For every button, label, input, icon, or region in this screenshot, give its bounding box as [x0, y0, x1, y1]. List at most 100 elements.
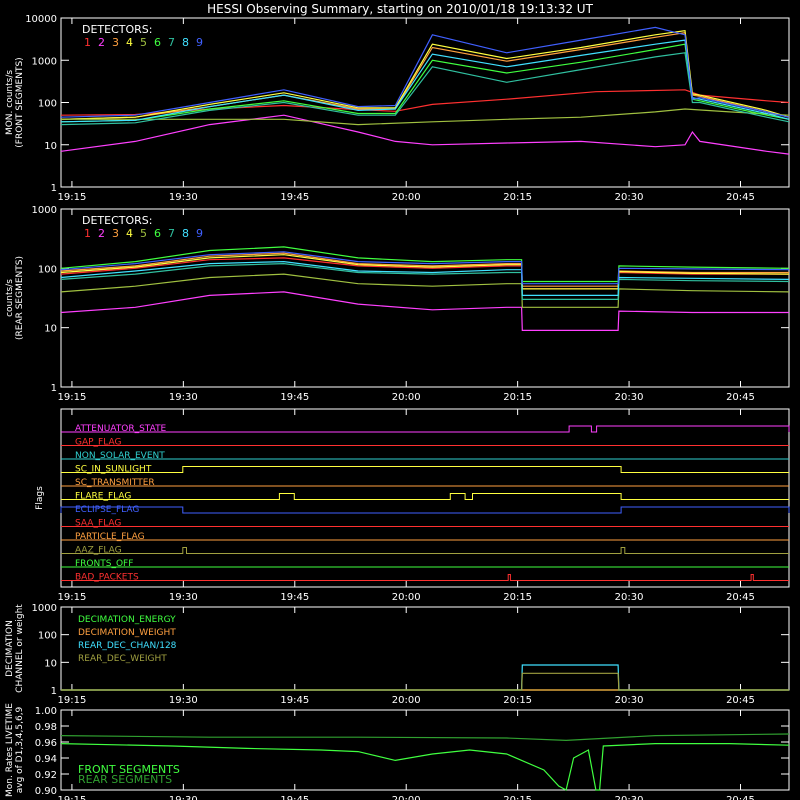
y-axis-label: counts/s — [5, 279, 15, 317]
flag-label-saa-flag: SAA_FLAG — [75, 519, 121, 529]
x-tick-label: 20:30 — [615, 695, 644, 706]
x-tick-label: 20:45 — [726, 795, 755, 800]
y-tick-label: 0.98 — [35, 722, 57, 733]
x-tick-label: 19:30 — [169, 795, 198, 800]
flag-line-eclipse-flag — [60, 506, 790, 514]
series-line-rear-dec-weight — [61, 672, 789, 691]
y-axis-label: MON. counts/s — [5, 70, 15, 135]
y-tick-label: 100 — [38, 264, 57, 275]
x-tick-label: 19:30 — [169, 392, 198, 403]
legend-entry-decimation-weight: DECIMATION_WEIGHT — [78, 628, 176, 638]
flag-label-gap-flag: GAP_FLAG — [75, 438, 121, 448]
x-tick-label: 20:00 — [392, 192, 421, 203]
flag-line-flare-flag — [61, 493, 789, 500]
y-tick-label: 1 — [51, 183, 57, 194]
x-tick-label: 19:45 — [280, 795, 309, 800]
x-tick-label: 20:30 — [615, 392, 644, 403]
legend-title: DETECTORS: — [82, 23, 152, 36]
legend-entry-1: 1 — [84, 227, 91, 240]
panel-2: 19:15 19:30 19:45 20:00 20:15 20:30 20:45 1 10 10… — [5, 205, 790, 403]
series-line-5 — [61, 108, 790, 126]
panel-frame — [60, 208, 790, 388]
x-tick-label: 20:00 — [392, 795, 421, 800]
y-tick-label: 100 — [38, 99, 57, 110]
x-tick-label: 19:30 — [169, 192, 198, 203]
y-axis-label: avg of D1,3,4,5,6,9 — [15, 706, 25, 793]
flag-line-sc-in-sunlight — [61, 466, 789, 473]
panel-1: 19:15 19:30 19:45 20:00 20:15 20:30 20:45 1 10 10… — [5, 14, 790, 203]
x-tick-label: 19:45 — [280, 192, 309, 203]
legend-entry-8: 8 — [182, 36, 189, 49]
x-tick-label: 19:45 — [280, 592, 309, 603]
legend-entry-5: 5 — [140, 227, 147, 240]
legend-entry-3: 3 — [112, 36, 119, 49]
flag-label-eclipse-flag: ECLIPSE_FLAG — [75, 505, 139, 515]
y-axis-label: Flags — [35, 486, 45, 510]
x-tick-label: 19:30 — [169, 695, 198, 706]
legend-entry-5: 5 — [140, 36, 147, 49]
x-tick-label: 19:15 — [58, 592, 87, 603]
x-tick-label: 19:15 — [58, 192, 87, 203]
panel-4: 19:15 19:30 19:45 20:00 20:15 20:30 20:45 1 10 10… — [5, 603, 790, 706]
y-tick-label: 100 — [38, 631, 57, 642]
y-tick-label: 1000 — [32, 56, 57, 67]
legend-title: DETECTORS: — [82, 214, 152, 227]
flag-label-aaz-flag: AAZ_FLAG — [75, 546, 122, 556]
y-tick-label: 1 — [51, 383, 57, 394]
legend-entry-1: 1 — [84, 36, 91, 49]
x-tick-label: 20:30 — [615, 192, 644, 203]
y-tick-label: 0.94 — [35, 754, 57, 765]
legend-entry-2: 2 — [98, 36, 105, 49]
x-tick-label: 20:45 — [726, 592, 755, 603]
x-tick-label: 19:45 — [280, 392, 309, 403]
x-tick-label: 20:15 — [503, 192, 532, 203]
y-tick-label: 10000 — [25, 14, 57, 25]
y-tick-label: 0.96 — [35, 738, 57, 749]
plots-container: 19:15 19:30 19:45 20:00 20:15 20:30 20:4511010… — [5, 14, 790, 800]
y-tick-label: 1000 — [32, 603, 57, 614]
x-tick-label: 20:15 — [503, 392, 532, 403]
panel-5: 19:15 19:30 19:45 20:00 20:15 20:30 20:45 0.90 0… — [5, 703, 790, 800]
y-tick-label: 0.90 — [35, 786, 57, 797]
legend-entry-7: 7 — [168, 227, 175, 240]
x-tick-label: 20:15 — [503, 592, 532, 603]
x-tick-label: 20:15 — [503, 695, 532, 706]
legend-entry-6: 6 — [154, 36, 161, 49]
legend-entry-decimation-energy: DECIMATION_ENERGY — [78, 615, 176, 625]
x-tick-label: 19:15 — [58, 795, 87, 800]
y-tick-label: 1.00 — [35, 706, 57, 717]
y-tick-label: 10 — [44, 141, 57, 152]
series-line-front-segments — [60, 742, 790, 791]
legend-entry-2: 2 — [98, 227, 105, 240]
flag-label-non-solar-event: NON_SOLAR_EVENT — [75, 451, 165, 461]
legend-entry-7: 7 — [168, 36, 175, 49]
legend-entry-9: 9 — [196, 227, 203, 240]
x-tick-label: 20:30 — [615, 592, 644, 603]
x-tick-label: 20:45 — [726, 192, 755, 203]
series-line-4 — [60, 30, 790, 120]
legend-entry-8: 8 — [182, 227, 189, 240]
flag-line-aaz-flag — [61, 547, 789, 554]
series-line-2 — [60, 291, 789, 331]
x-tick-label: 19:30 — [169, 592, 198, 603]
series-line-9 — [60, 26, 790, 118]
panel-3: 19:15 19:30 19:45 20:00 20:15 20:30 20:45 Flags… — [35, 408, 790, 603]
figure-title: HESSI Observing Summary, starting on 201… — [207, 2, 593, 16]
y-tick-label: 1 — [51, 686, 57, 697]
legend-entry-front-segments: FRONT SEGMENTS — [78, 763, 180, 776]
series-line-2 — [60, 114, 790, 155]
legend-entry-rear-dec-weight: REAR_DEC_WEIGHT — [78, 654, 167, 664]
legend-entry-6: 6 — [154, 227, 161, 240]
x-tick-label: 20:45 — [726, 695, 755, 706]
series-line-7 — [60, 52, 790, 126]
legend-entry-9: 9 — [196, 36, 203, 49]
flag-line-bad-packets — [61, 574, 789, 581]
flag-label-sc-in-sunlight: SC_IN_SUNLIGHT — [75, 465, 152, 475]
y-tick-label: 1000 — [32, 205, 57, 216]
x-tick-label: 19:15 — [58, 392, 87, 403]
x-tick-label: 20:00 — [392, 695, 421, 706]
y-axis-label: (FRONT SEGMENTS) — [15, 57, 25, 147]
flag-label-attenuator-state: ATTENUATOR_STATE — [75, 424, 167, 434]
